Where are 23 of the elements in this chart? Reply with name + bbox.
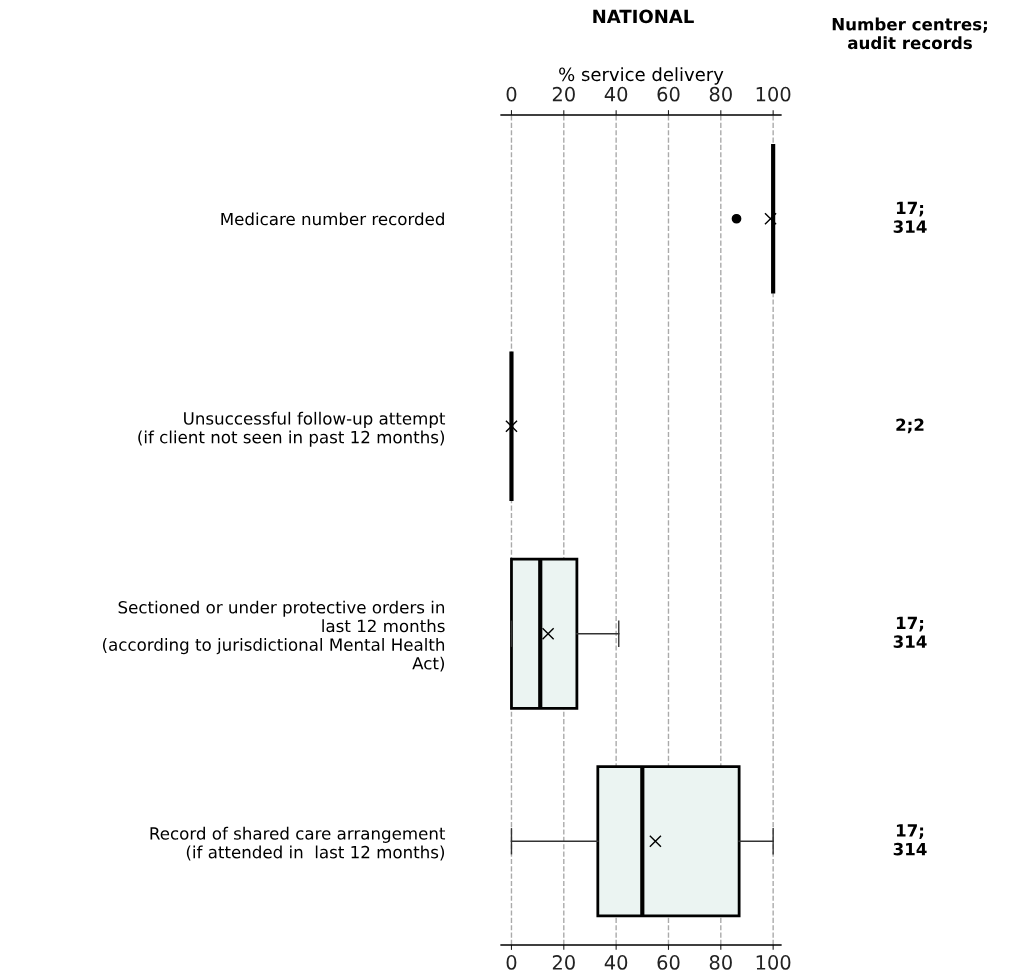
- x2-tick-label: 100: [756, 86, 791, 102]
- text: 2;2: [896, 418, 924, 434]
- x-tick-label: 0: [506, 955, 517, 970]
- x2-tick-label: 40: [604, 86, 628, 102]
- x-tick-label: 80: [709, 955, 732, 970]
- x2-tick-label: 80: [709, 86, 732, 102]
- text: 17; 314: [893, 201, 927, 233]
- chart-title: NATIONAL: [593, 9, 694, 24]
- x2-tick-label: 0: [506, 86, 517, 102]
- x-tick-label: 20: [552, 955, 575, 970]
- text: 17; 314: [893, 824, 927, 856]
- y-tick-label: Sectioned or under protective orders in last 12 months (according to jurisdictional Mental Health Act): [103, 600, 445, 672]
- x2-tick-label: 20: [552, 86, 575, 102]
- x-tick-label: 40: [604, 955, 628, 970]
- text: Number centres; audit records: [832, 17, 987, 50]
- y-tick-label: Record of shared care arrangement (if attended in last 12 months): [150, 826, 446, 861]
- x2-axis-title: % service delivery: [559, 67, 724, 85]
- y-tick-label: Unsuccessful follow-up attempt (if client not seen in past 12 months): [138, 411, 446, 447]
- x2-tick-label: 60: [657, 86, 680, 102]
- y-tick-label: Medicare number recorded: [221, 212, 444, 226]
- x-tick-label: 100: [756, 955, 791, 970]
- x-tick-label: 60: [657, 955, 680, 970]
- text: 17; 314: [893, 616, 927, 648]
